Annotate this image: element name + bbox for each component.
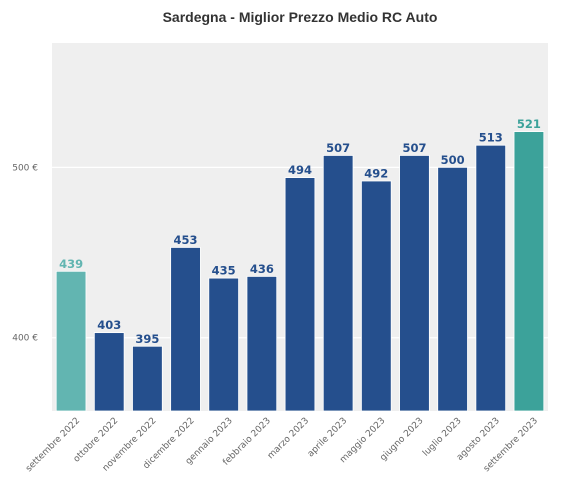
value-label: 494 (288, 163, 312, 177)
bar (475, 144, 507, 412)
bar (55, 270, 87, 412)
value-label: 492 (364, 167, 388, 181)
chart-title: Sardegna - Miglior Prezzo Medio RC Auto (163, 9, 438, 25)
value-label: 513 (479, 131, 503, 145)
y-tick-label: 500 € (12, 163, 38, 173)
bar (208, 277, 239, 412)
y-axis-ticks: 400 € 500 € (12, 163, 38, 343)
bar (322, 155, 354, 412)
value-label: 507 (402, 141, 426, 155)
value-labels: 439 403 395 453 435 436 494 507 492 507 500 513 521 (59, 117, 541, 346)
bar (93, 332, 125, 412)
bar (361, 180, 392, 412)
value-label: 521 (517, 117, 541, 131)
bars (55, 131, 545, 412)
y-tick-label: 400 € (12, 334, 38, 344)
bar (399, 155, 430, 412)
value-label: 436 (250, 262, 274, 276)
bar (284, 177, 316, 412)
value-label: 435 (212, 264, 236, 278)
value-label: 403 (97, 318, 121, 332)
bar (513, 131, 545, 412)
bar (246, 276, 278, 412)
bar (170, 247, 201, 412)
bar (132, 345, 163, 412)
value-label: 453 (174, 233, 198, 247)
value-label: 500 (441, 153, 465, 167)
bar (437, 166, 468, 412)
value-label: 395 (135, 332, 159, 346)
value-label: 507 (326, 141, 350, 155)
x-tick-label: settembre 2022 (24, 416, 82, 474)
value-label: 439 (59, 257, 83, 271)
